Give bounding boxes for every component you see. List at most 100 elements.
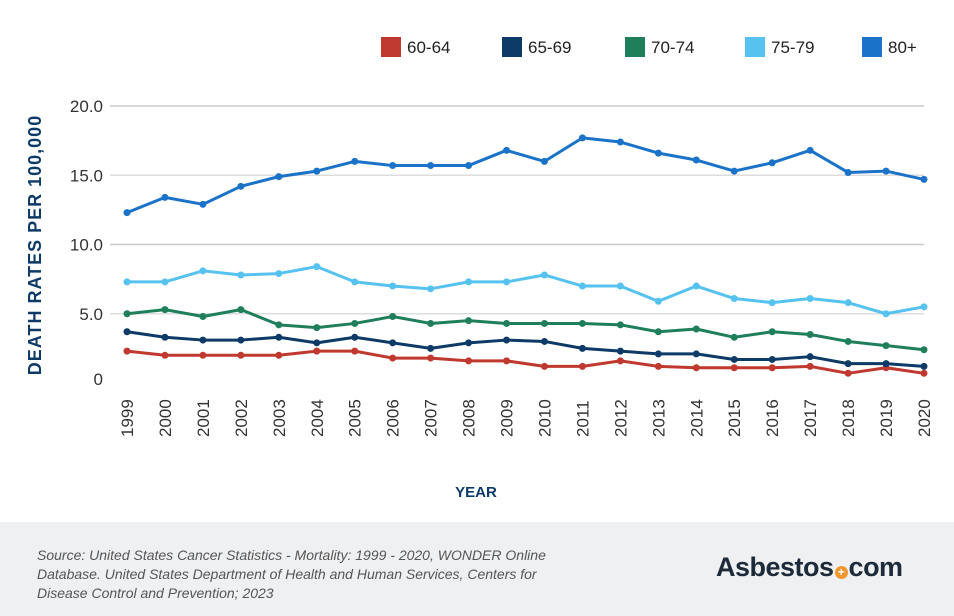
data-point-65-69 <box>123 328 131 336</box>
data-point-60-64 <box>351 347 359 355</box>
data-point-60-64 <box>427 354 435 362</box>
data-point-70-74 <box>465 317 473 325</box>
data-point-65-69 <box>237 336 245 344</box>
data-point-80+ <box>427 162 435 170</box>
data-point-80+ <box>692 156 700 164</box>
data-point-75-79 <box>920 303 928 311</box>
data-point-70-74 <box>199 313 207 321</box>
data-point-80+ <box>844 168 852 176</box>
data-point-70-74 <box>692 325 700 333</box>
legend-swatch <box>502 37 522 57</box>
data-point-70-74 <box>161 306 169 314</box>
footer: Source: United States Cancer Statistics … <box>0 522 954 616</box>
legend-label: 60-64 <box>407 38 450 57</box>
asbestos-logo: Asbestos + com <box>716 552 903 583</box>
legend-swatch <box>745 37 765 57</box>
data-point-75-79 <box>313 263 321 271</box>
y-tick-label: 5.0 <box>79 305 103 324</box>
data-point-75-79 <box>844 299 852 307</box>
data-point-65-69 <box>275 333 283 341</box>
x-tick-label: 2017 <box>801 399 820 437</box>
data-point-60-64 <box>465 357 473 365</box>
data-point-70-74 <box>351 319 359 327</box>
x-tick-label: 2002 <box>232 399 251 437</box>
data-point-80+ <box>389 162 397 170</box>
data-point-60-64 <box>389 354 397 362</box>
data-point-75-79 <box>654 297 662 305</box>
data-point-65-69 <box>730 355 738 363</box>
data-point-60-64 <box>540 362 548 370</box>
data-point-65-69 <box>806 353 814 361</box>
legend-swatch <box>625 37 645 57</box>
data-point-70-74 <box>389 313 397 321</box>
data-point-65-69 <box>540 337 548 345</box>
plus-icon: + <box>834 566 848 579</box>
x-tick-label: 2011 <box>573 400 592 437</box>
data-point-80+ <box>199 200 207 208</box>
data-point-65-69 <box>882 360 890 368</box>
data-point-65-69 <box>692 350 700 358</box>
data-point-65-69 <box>427 344 435 352</box>
data-point-70-74 <box>503 319 511 327</box>
data-point-65-69 <box>161 333 169 341</box>
data-point-65-69 <box>654 350 662 358</box>
series-line-60-64 <box>126 349 925 375</box>
data-point-75-79 <box>768 299 776 307</box>
data-point-60-64 <box>313 347 321 355</box>
data-point-70-74 <box>806 331 814 339</box>
data-point-70-74 <box>882 342 890 350</box>
x-tick-label: 2001 <box>194 399 213 437</box>
data-point-70-74 <box>275 321 283 329</box>
data-point-70-74 <box>844 337 852 345</box>
legend-label: 65-69 <box>528 38 571 57</box>
data-point-65-69 <box>313 339 321 347</box>
data-point-75-79 <box>465 278 473 286</box>
data-point-80+ <box>920 175 928 183</box>
data-point-75-79 <box>503 278 511 286</box>
data-point-65-69 <box>465 339 473 347</box>
data-point-70-74 <box>313 324 321 332</box>
legend-label: 80+ <box>888 38 917 57</box>
data-point-60-64 <box>123 347 131 355</box>
data-point-75-79 <box>730 295 738 303</box>
data-point-80+ <box>123 209 131 217</box>
x-tick-label: 2010 <box>535 399 554 437</box>
data-point-60-64 <box>730 364 738 372</box>
data-point-65-69 <box>578 344 586 352</box>
line-chart: 0 5.0 10.0 15.0 20.0 1999 2000 2001 2002 2003 2004… <box>25 37 934 501</box>
data-point-70-74 <box>616 321 624 329</box>
data-point-75-79 <box>427 285 435 293</box>
data-point-75-79 <box>237 271 245 279</box>
data-point-60-64 <box>161 351 169 359</box>
data-point-80+ <box>578 134 586 142</box>
data-point-70-74 <box>237 306 245 314</box>
x-tick-label: 2008 <box>460 399 479 437</box>
data-point-80+ <box>351 157 359 165</box>
data-point-80+ <box>730 167 738 175</box>
series-line-80+ <box>126 136 925 215</box>
data-point-65-69 <box>920 362 928 370</box>
data-point-70-74 <box>540 319 548 327</box>
series-line-65-69 <box>126 330 925 368</box>
data-point-75-79 <box>692 282 700 290</box>
y-tick-label: 10.0 <box>70 236 103 255</box>
logo-text-suffix: com <box>848 552 904 582</box>
y-tick-label: 20.0 <box>70 97 103 116</box>
data-point-60-64 <box>768 364 776 372</box>
data-point-60-64 <box>616 357 624 365</box>
data-point-80+ <box>654 149 662 157</box>
data-point-75-79 <box>161 278 169 286</box>
data-point-80+ <box>882 167 890 175</box>
series-line-75-79 <box>127 265 925 316</box>
data-point-60-64 <box>654 362 662 370</box>
x-tick-label: 2014 <box>687 399 706 437</box>
data-point-65-69 <box>503 336 511 344</box>
data-point-80+ <box>540 157 548 165</box>
data-point-80+ <box>161 193 169 201</box>
data-point-60-64 <box>920 369 928 377</box>
data-point-65-69 <box>616 347 624 355</box>
data-point-75-79 <box>275 270 283 278</box>
data-point-65-69 <box>389 339 397 347</box>
x-tick-label: 2007 <box>422 399 441 437</box>
data-point-75-79 <box>540 271 548 279</box>
